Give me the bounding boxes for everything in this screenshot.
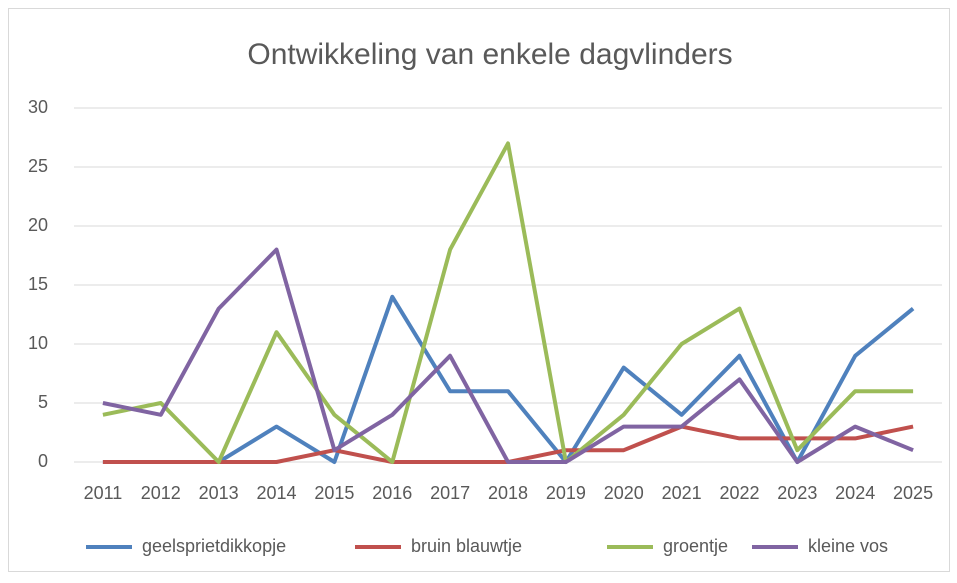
x-tick-label: 2014 [257, 483, 297, 503]
y-tick-label: 0 [38, 451, 48, 471]
y-tick-label: 25 [28, 156, 48, 176]
x-tick-label: 2012 [141, 483, 181, 503]
legend-label: bruin blauwtje [411, 536, 522, 556]
series-line [102, 247, 914, 464]
legend-label: groentje [663, 536, 728, 556]
x-tick-label: 2024 [835, 483, 875, 503]
series-line [102, 141, 914, 464]
x-tick-label: 2011 [84, 483, 123, 503]
chart-title: Ontwikkeling van enkele dagvlinders [247, 38, 732, 71]
x-tick-label: 2021 [662, 483, 702, 503]
chart-border [8, 8, 950, 572]
x-tick-label: 2016 [372, 483, 412, 503]
series-line [102, 294, 915, 464]
x-tick-label: 2023 [777, 483, 817, 503]
y-tick-label: 20 [28, 215, 48, 235]
x-tick-label: 2019 [546, 483, 586, 503]
x-tick-label: 2013 [199, 483, 239, 503]
x-tick-label: 2018 [488, 483, 528, 503]
x-tick-label: 2025 [893, 483, 933, 503]
y-tick-label: 10 [28, 333, 48, 353]
x-tick-label: 2022 [719, 483, 759, 503]
y-tick-label: 15 [28, 274, 48, 294]
x-tick-label: 2015 [314, 483, 354, 503]
y-tick-label: 5 [38, 392, 48, 412]
legend-label: geelsprietdikkopje [142, 536, 286, 556]
y-tick-label: 30 [28, 97, 48, 117]
x-tick-label: 2020 [604, 483, 644, 503]
x-tick-label: 2017 [430, 483, 470, 503]
legend-label: kleine vos [808, 536, 888, 556]
